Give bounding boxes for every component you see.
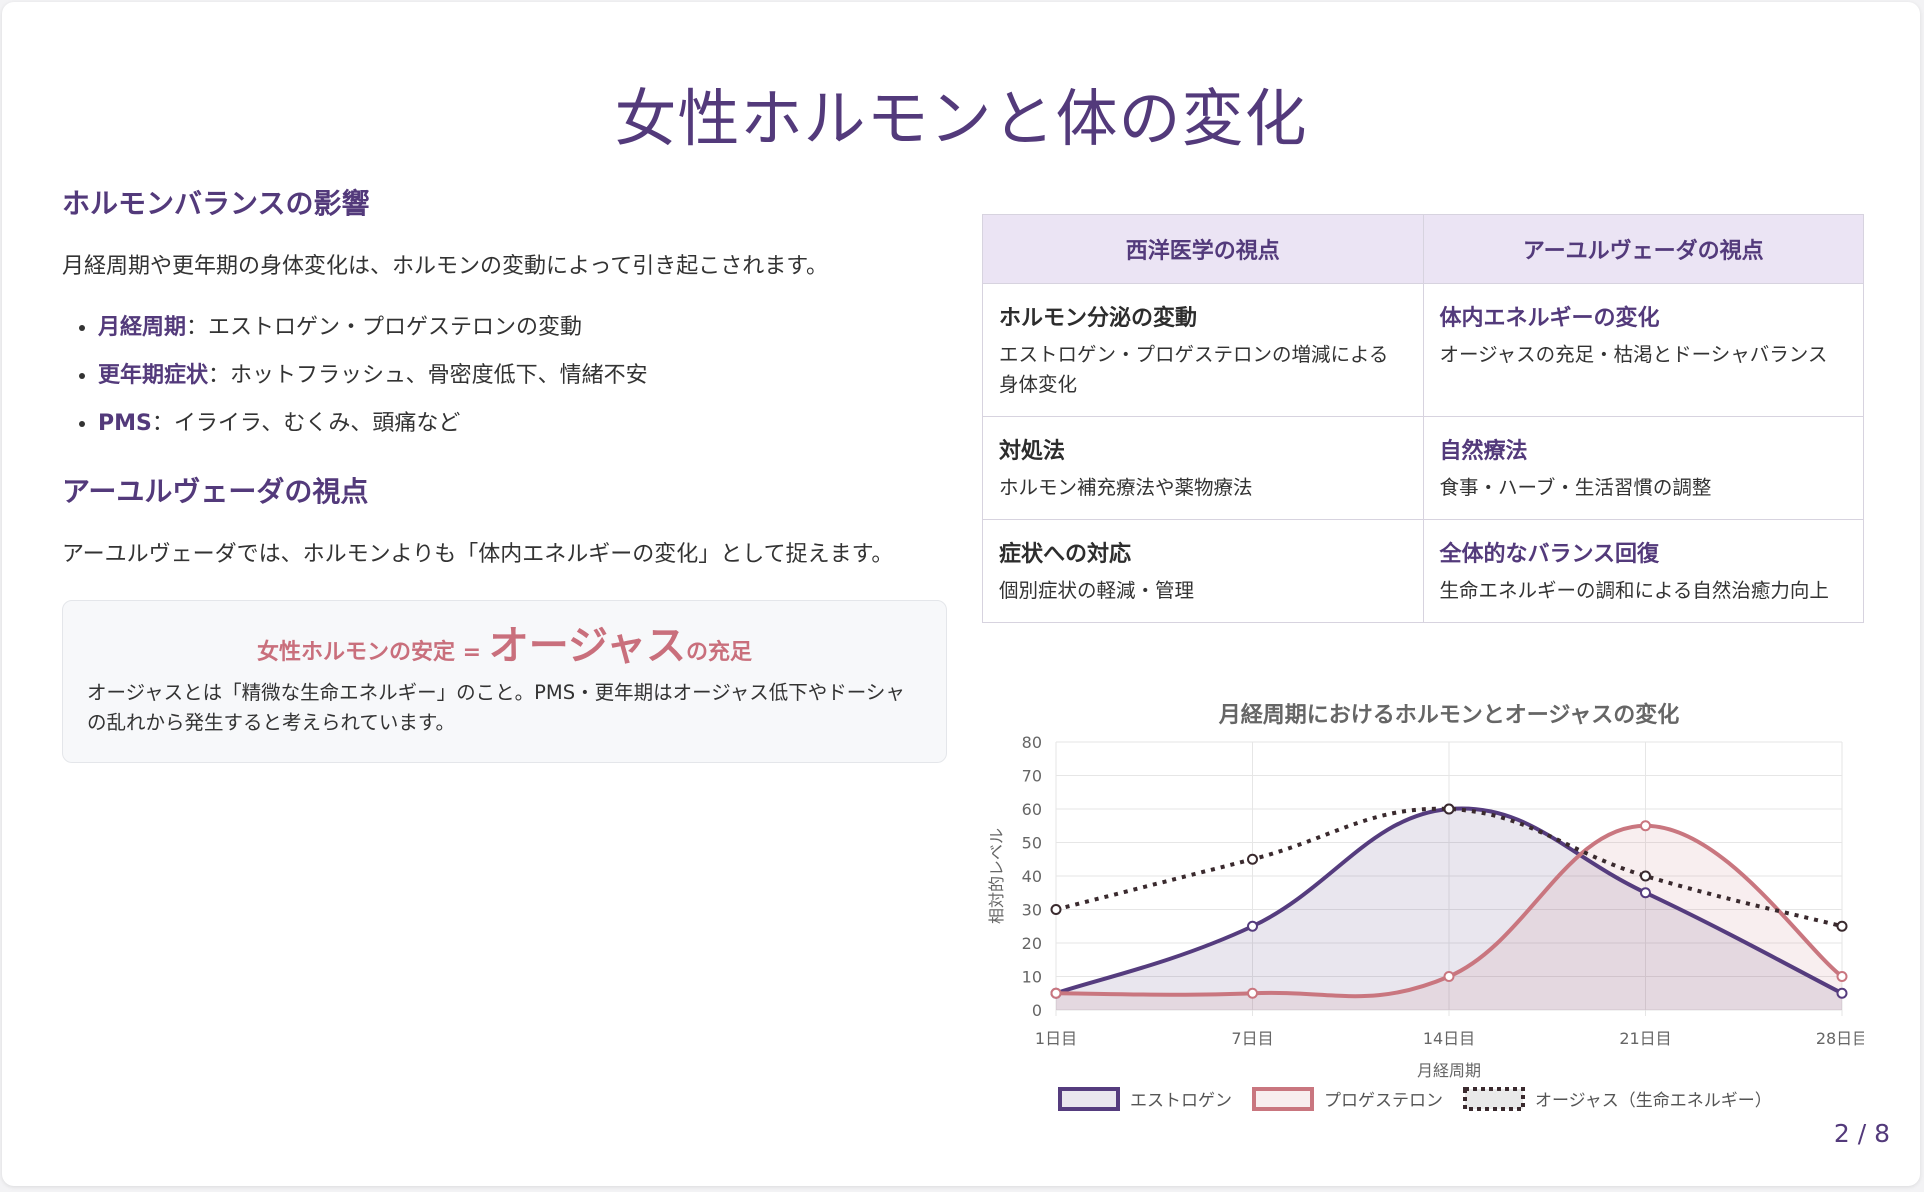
chart-title: 月経周期におけるホルモンとオージャスの変化	[1218, 702, 1679, 728]
list-item-text: ：イライラ、むくみ、頭痛など	[151, 411, 461, 436]
section-intro-hormone: 月経周期や更年期の身体変化は、ホルモンの変動によって引き起こされます。	[62, 254, 829, 279]
list-item: PMS：イライラ、むくみ、頭痛など	[98, 400, 947, 448]
data-point	[1640, 820, 1651, 832]
data-point	[1247, 987, 1258, 999]
cell-text: エストロゲン・プロゲステロンの増減による身体変化	[999, 343, 1389, 396]
callout-heading-post: の充足	[685, 640, 752, 665]
list-item-term: PMS	[98, 411, 152, 436]
cell-title: 対処法	[999, 439, 1066, 464]
legend-label: プロゲステロン	[1324, 1091, 1443, 1111]
cell-title: 症状への対応	[999, 542, 1132, 567]
table-header-ayurveda: アーユルヴェーダの視点	[1422, 214, 1864, 284]
callout-text: オージャスとは「精微な生命エネルギー」のこと。PMS・更年期はオージャス低下やド…	[87, 681, 905, 734]
y-tick-label: 10	[1022, 968, 1042, 987]
y-tick-label: 70	[1022, 767, 1042, 786]
cell-text: オージャスの充足・枯渇とドーシャバランス	[1439, 343, 1828, 366]
data-point	[1640, 870, 1651, 882]
data-point	[1836, 987, 1848, 999]
cell-text: ホルモン補充療法や薬物療法	[999, 476, 1253, 499]
callout-heading: 女性ホルモンの安定 = オージャスの充足	[87, 621, 922, 678]
y-tick-label: 30	[1022, 901, 1042, 920]
symptom-list: 月経周期：エストロゲン・プロゲステロンの変動 更年期症状：ホットフラッシュ、骨密…	[62, 304, 947, 448]
list-item-text: ：ホットフラッシュ、骨密度低下、情緒不安	[208, 363, 648, 388]
list-item-text: ：エストロゲン・プロゲステロンの変動	[186, 315, 583, 340]
y-tick-label: 40	[1022, 867, 1042, 886]
table-row: 症状への対応 個別症状の軽減・管理 全体的なバランス回復 生命エネルギーの調和に…	[982, 519, 1864, 623]
x-axis-label: 月経周期	[1417, 1061, 1481, 1080]
section-heading-hormone-balance: ホルモンバランスの影響	[62, 187, 370, 220]
table-cell-western: 対処法 ホルモン補充療法や薬物療法	[982, 416, 1424, 520]
ojas-callout: 女性ホルモンの安定 = オージャスの充足 オージャスとは「精微な生命エネルギー」…	[62, 600, 947, 763]
table-cell-ayurveda: 自然療法 食事・ハーブ・生活習慣の調整	[1422, 416, 1864, 520]
list-item: 月経周期：エストロゲン・プロゲステロンの変動	[98, 304, 947, 352]
data-point	[1247, 920, 1258, 932]
y-tick-label: 80	[1022, 733, 1042, 752]
table-cell-ayurveda: 体内エネルギーの変化 オージャスの充足・枯渇とドーシャバランス	[1422, 283, 1864, 417]
y-tick-label: 20	[1022, 934, 1042, 953]
y-axis-label: 相対的レベル	[987, 828, 1006, 924]
data-point	[1247, 853, 1258, 865]
cell-title: ホルモン分泌の変動	[999, 306, 1198, 331]
data-point	[1640, 887, 1651, 899]
cell-text: 個別症状の軽減・管理	[999, 579, 1195, 602]
left-column: ホルモンバランスの影響 月経周期や更年期の身体変化は、ホルモンの変動によって引き…	[62, 182, 947, 763]
series-area	[1056, 808, 1842, 1010]
table-row: 対処法 ホルモン補充療法や薬物療法 自然療法 食事・ハーブ・生活習慣の調整	[982, 416, 1864, 520]
section-heading-ayurveda: アーユルヴェーダの視点	[62, 475, 369, 508]
cell-text: 生命エネルギーの調和による自然治癒力向上	[1439, 579, 1829, 602]
hormone-ojas-line-chart: 月経周期におけるホルモンとオージャスの変化 0 10 20 30 40 50 60 70 80 1日…	[987, 702, 1864, 1111]
list-item: 更年期症状：ホットフラッシュ、骨密度低下、情緒不安	[98, 352, 947, 400]
section-intro-ayurveda: アーユルヴェーダでは、ホルモンよりも「体内エネルギーの変化」として捉えます。	[62, 542, 894, 567]
y-tick-label: 0	[1032, 1001, 1042, 1020]
x-tick-label: 28日目	[1816, 1029, 1864, 1048]
legend-swatch	[1058, 1087, 1120, 1111]
page-indicator: 2 / 8	[1833, 1119, 1890, 1148]
y-tick-label: 60	[1022, 800, 1042, 819]
list-item-term: 月経周期	[98, 315, 187, 340]
x-tick-label: 7日目	[1231, 1029, 1273, 1048]
data-point	[1050, 987, 1062, 999]
data-point	[1836, 920, 1848, 932]
callout-heading-pre: 女性ホルモンの安定 =	[257, 640, 489, 665]
data-point	[1443, 803, 1455, 815]
callout-heading-emphasis: オージャス	[488, 623, 686, 669]
table-cell-western: ホルモン分泌の変動 エストロゲン・プロゲステロンの増減による身体変化	[982, 283, 1424, 417]
cell-title: 全体的なバランス回復	[1439, 542, 1660, 567]
comparison-table: 西洋医学の視点 アーユルヴェーダの視点 ホルモン分泌の変動 エストロゲン・プロゲ…	[982, 214, 1864, 623]
legend-label: エストロゲン	[1130, 1091, 1232, 1111]
list-item-term: 更年期症状	[98, 363, 209, 388]
x-tick-label: 1日目	[1035, 1029, 1077, 1048]
table-row: ホルモン分泌の変動 エストロゲン・プロゲステロンの増減による身体変化 体内エネル…	[982, 283, 1864, 417]
data-point	[1836, 971, 1848, 982]
series-line	[1055, 823, 1844, 999]
y-tick-label: 50	[1022, 834, 1042, 853]
series-line	[1055, 806, 1843, 929]
data-point	[1443, 971, 1455, 982]
cell-text: 食事・ハーブ・生活習慣の調整	[1439, 476, 1712, 499]
table-cell-ayurveda: 全体的なバランス回復 生命エネルギーの調和による自然治癒力向上	[1422, 519, 1864, 623]
cell-title: 自然療法	[1439, 439, 1528, 464]
page-title: 女性ホルモンと体の変化	[614, 82, 1308, 155]
x-tick-label: 14日目	[1423, 1029, 1475, 1048]
legend-swatch	[1252, 1087, 1314, 1111]
cell-title: 体内エネルギーの変化	[1439, 306, 1660, 331]
x-tick-label: 21日目	[1619, 1029, 1671, 1048]
table-header-western: 西洋医学の視点	[982, 214, 1424, 284]
data-point	[1050, 904, 1062, 915]
legend-label: オージャス（生命エネルギー）	[1535, 1091, 1772, 1111]
table-header-row: 西洋医学の視点 アーユルヴェーダの視点	[982, 214, 1864, 284]
legend-swatch	[1463, 1087, 1525, 1111]
table-cell-western: 症状への対応 個別症状の軽減・管理	[982, 519, 1424, 623]
